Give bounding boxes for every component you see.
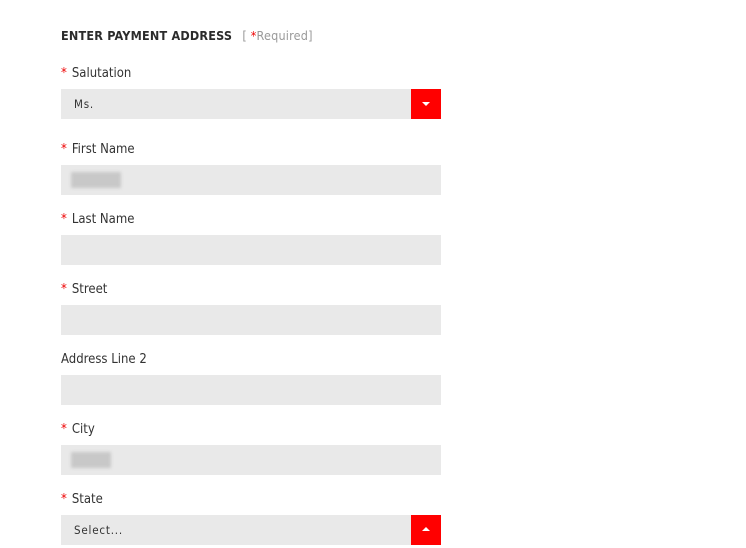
chevron-up-icon[interactable] <box>411 515 441 545</box>
field-label: * Street <box>61 282 108 297</box>
field-address-line-2: Address Line 2 <box>61 352 441 405</box>
required-star: * <box>61 492 67 507</box>
field-label: Address Line 2 <box>61 352 147 367</box>
field-first-name: * First Name <box>61 142 441 195</box>
field-street: * Street <box>61 282 441 335</box>
address-line-2-input[interactable] <box>61 375 441 405</box>
first-name-input[interactable] <box>61 165 441 195</box>
required-star: * <box>61 66 67 81</box>
street-input[interactable] <box>61 305 441 335</box>
field-label: * Salutation <box>61 66 132 81</box>
last-name-input[interactable] <box>61 235 441 265</box>
field-last-name: * Last Name <box>61 212 441 265</box>
required-star: * <box>61 282 67 297</box>
state-select[interactable]: Select... <box>61 515 441 545</box>
required-star: * <box>61 142 67 157</box>
city-input[interactable] <box>61 445 441 475</box>
field-label: * Last Name <box>61 212 135 227</box>
field-label: * State <box>61 492 103 507</box>
salutation-select[interactable]: Ms. <box>61 89 441 119</box>
required-star: * <box>61 212 67 227</box>
field-salutation: * Salutation Ms. <box>61 66 441 119</box>
field-label: * First Name <box>61 142 135 157</box>
required-star: * <box>61 422 67 437</box>
field-label: * City <box>61 422 95 437</box>
required-note: [ *Required] <box>242 28 313 43</box>
redacted-value <box>71 452 111 468</box>
chevron-down-icon[interactable] <box>411 89 441 119</box>
field-state: * State Select... <box>61 492 441 545</box>
section-title: ENTER PAYMENT ADDRESS [ *Required] <box>61 28 313 43</box>
field-city: * City <box>61 422 441 475</box>
redacted-value <box>71 172 121 188</box>
